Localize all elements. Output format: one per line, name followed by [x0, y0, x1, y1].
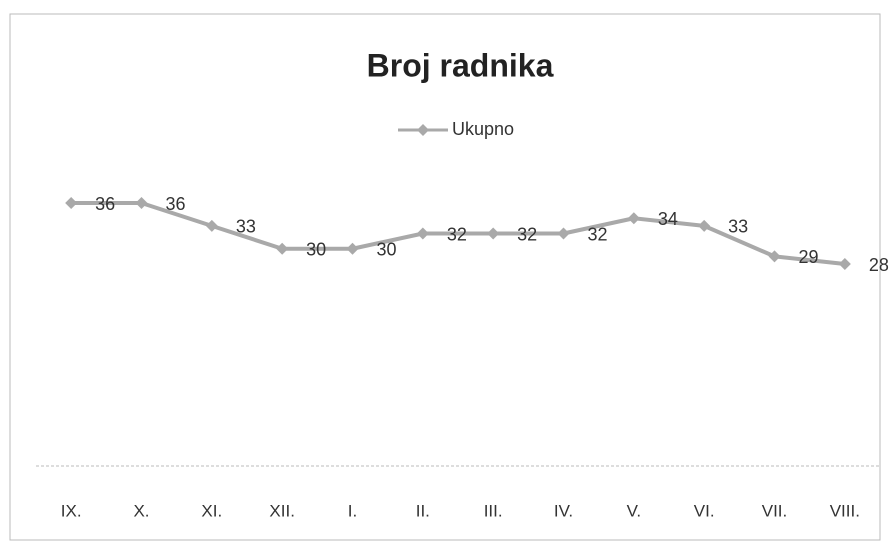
- legend-label: Ukupno: [452, 119, 514, 139]
- x-tick-label: I.: [348, 501, 357, 520]
- data-label: 33: [728, 217, 748, 237]
- chart-frame: [9, 13, 881, 541]
- x-tick-label: III.: [484, 501, 503, 520]
- chart-title: Broj radnika: [367, 47, 554, 83]
- x-tick-label: IV.: [554, 501, 573, 520]
- data-label: 32: [588, 224, 608, 244]
- data-label: 36: [166, 194, 186, 214]
- point-marker: [346, 242, 359, 255]
- data-label: 36: [95, 194, 115, 214]
- x-tick-label: XII.: [269, 501, 295, 520]
- data-label: 32: [447, 224, 467, 244]
- point-marker: [487, 227, 500, 240]
- x-tick-label: II.: [416, 501, 430, 520]
- data-label: 33: [236, 217, 256, 237]
- x-tick-label: XI.: [201, 501, 222, 520]
- point-marker: [276, 242, 289, 255]
- data-label: 30: [306, 240, 326, 260]
- point-marker: [135, 197, 148, 209]
- x-tick-label: V.: [627, 501, 642, 520]
- point-marker: [838, 258, 851, 270]
- data-label: 32: [517, 224, 537, 244]
- point-marker: [416, 227, 429, 240]
- legend-marker: [417, 124, 429, 136]
- point-marker: [65, 197, 78, 209]
- data-label: 29: [799, 247, 819, 267]
- point-marker: [205, 219, 218, 232]
- x-tick-label: X.: [133, 501, 149, 520]
- point-marker: [698, 219, 711, 232]
- series-line: [71, 201, 846, 266]
- data-label: 28: [869, 255, 889, 275]
- data-label: 30: [377, 240, 397, 260]
- x-tick-label: VIII.: [830, 501, 860, 520]
- point-marker: [768, 250, 781, 263]
- x-tick-label: VII.: [762, 501, 788, 520]
- point-marker: [627, 212, 640, 225]
- point-marker: [557, 227, 570, 240]
- x-tick-label: VI.: [694, 501, 715, 520]
- data-label: 34: [658, 209, 678, 229]
- x-tick-label: IX.: [61, 501, 82, 520]
